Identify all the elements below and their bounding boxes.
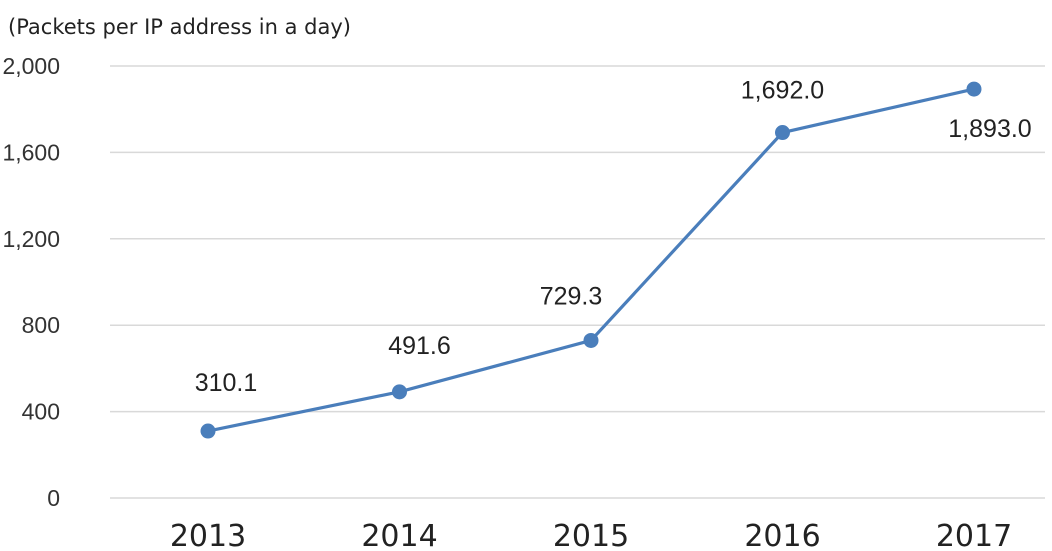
x-tick-label: 2013 bbox=[170, 519, 246, 551]
data-point-marker bbox=[583, 332, 599, 348]
series-line bbox=[206, 87, 976, 433]
data-label: 729.3 bbox=[540, 282, 603, 310]
y-tick-label: 1,200 bbox=[2, 226, 60, 252]
data-point-marker bbox=[392, 384, 407, 400]
data-label: 1,692.0 bbox=[741, 77, 824, 105]
data-point-marker bbox=[966, 81, 982, 97]
y-tick-label: 0 bbox=[47, 485, 60, 511]
gridlines bbox=[110, 65, 1045, 499]
y-tick-label: 2,000 bbox=[2, 53, 60, 79]
series-group bbox=[200, 81, 982, 439]
x-axis-tick-labels: 2013 2014 2015 2016 2017 bbox=[170, 519, 1012, 551]
data-label: 1,893.0 bbox=[948, 115, 1031, 143]
x-tick-label: 2017 bbox=[936, 519, 1012, 551]
y-axis-tick-labels: 0 400 800 1,200 1,600 2,000 bbox=[2, 53, 60, 511]
data-label: 310.1 bbox=[195, 369, 258, 397]
data-labels: 310.1 491.6 729.3 1,692.0 1,893.0 bbox=[195, 77, 1032, 397]
y-axis-unit-label: (Packets per IP address in a day) bbox=[8, 15, 351, 39]
x-tick-label: 2016 bbox=[744, 519, 820, 551]
y-tick-label: 400 bbox=[22, 399, 60, 425]
x-tick-label: 2014 bbox=[361, 519, 437, 551]
data-point-marker bbox=[200, 423, 216, 439]
y-tick-label: 800 bbox=[22, 312, 60, 338]
data-label: 491.6 bbox=[388, 332, 451, 360]
x-tick-label: 2015 bbox=[553, 519, 629, 551]
data-point-marker bbox=[775, 125, 790, 141]
y-tick-label: 1,600 bbox=[2, 139, 60, 165]
